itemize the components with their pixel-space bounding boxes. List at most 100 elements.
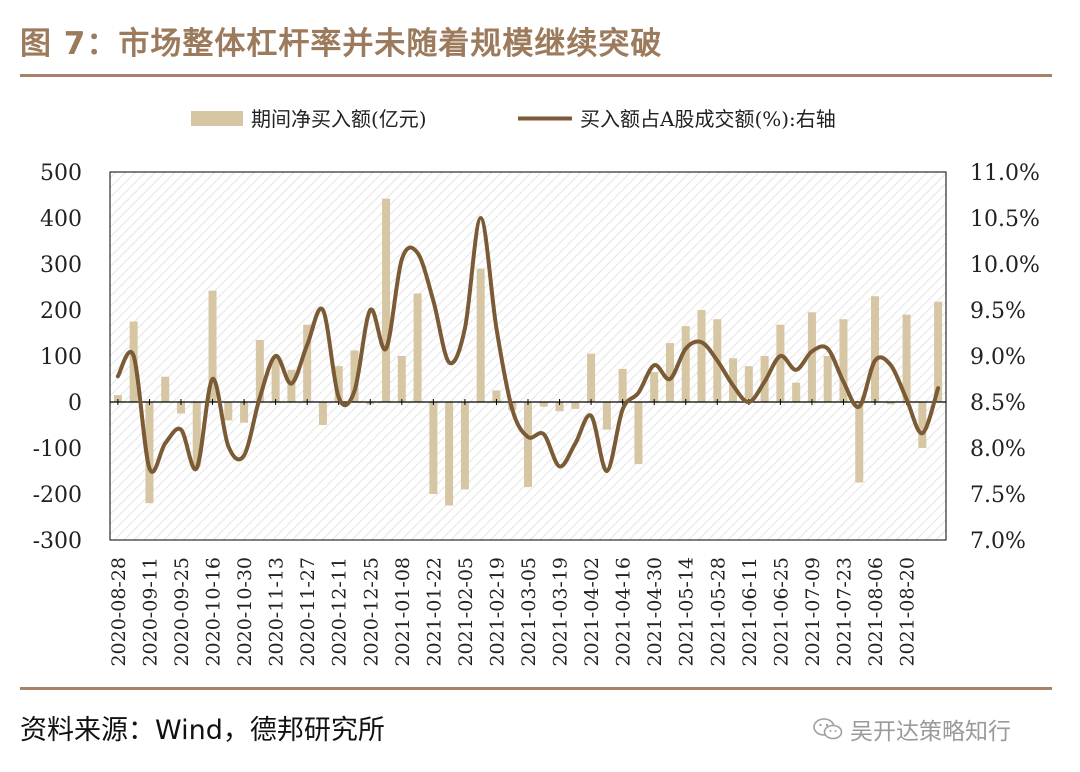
bar bbox=[681, 326, 690, 402]
bar bbox=[145, 402, 154, 504]
x-tick-label: 2021-07-23 bbox=[833, 557, 855, 667]
y-left-tick-label: -300 bbox=[33, 529, 82, 554]
bar bbox=[539, 402, 548, 407]
bar bbox=[397, 356, 406, 402]
bar bbox=[618, 368, 627, 402]
x-tick-label: 2021-01-08 bbox=[392, 557, 414, 667]
bar bbox=[918, 402, 927, 448]
bar bbox=[113, 395, 122, 402]
x-tick-label: 2021-06-11 bbox=[739, 557, 761, 667]
bar bbox=[271, 358, 280, 402]
y-right-tick-label: 9.0% bbox=[970, 345, 1026, 370]
bar bbox=[287, 369, 296, 402]
watermark: 吴开达策略知行 bbox=[812, 712, 1011, 746]
y-right-tick-label: 7.5% bbox=[970, 483, 1026, 508]
y-left-tick-label: 100 bbox=[40, 345, 82, 370]
x-tick-label: 2020-12-25 bbox=[360, 557, 382, 667]
bar bbox=[476, 268, 485, 402]
bar bbox=[208, 290, 217, 402]
y-right-tick-label: 8.0% bbox=[970, 437, 1026, 462]
bar bbox=[697, 310, 706, 402]
bar bbox=[587, 353, 596, 402]
bar bbox=[886, 402, 895, 405]
y-left-tick-label: -100 bbox=[33, 437, 82, 462]
x-tick-label: 2021-07-09 bbox=[802, 557, 824, 667]
bar bbox=[744, 366, 753, 402]
x-tick-label: 2020-12-11 bbox=[329, 557, 351, 667]
bar bbox=[729, 358, 738, 402]
bar bbox=[318, 402, 327, 425]
x-tick-label: 2020-11-13 bbox=[266, 557, 288, 667]
bar bbox=[555, 402, 564, 412]
source-note: 资料来源：Wind，德邦研究所 bbox=[20, 715, 385, 746]
x-tick-label: 2020-09-11 bbox=[139, 557, 161, 667]
bar bbox=[460, 402, 469, 490]
bar bbox=[934, 301, 943, 402]
bar bbox=[665, 343, 674, 402]
x-tick-label: 2021-04-16 bbox=[613, 557, 635, 667]
y-right-tick-label: 7.0% bbox=[970, 529, 1026, 554]
bar bbox=[334, 366, 343, 402]
bar bbox=[634, 402, 643, 465]
x-tick-label: 2021-03-05 bbox=[518, 557, 540, 667]
chart-legend: 期间净买入额(亿元) 买入额占A股成交额(%):右轴 bbox=[191, 107, 836, 131]
bar bbox=[255, 339, 264, 402]
x-tick-label: 2021-02-19 bbox=[486, 557, 508, 667]
x-tick-label: 2020-10-16 bbox=[203, 557, 225, 667]
x-tick-label: 2021-01-22 bbox=[423, 557, 445, 667]
x-tick-marks bbox=[117, 399, 908, 405]
y-left-tick-label: 0 bbox=[68, 391, 82, 416]
bar bbox=[492, 390, 501, 402]
y-axis-right: 11.0% 10.5% 10.0% 9.5% 9.0% 8.5% 8.0% 7.5% 7.0% bbox=[970, 161, 1040, 554]
legend-bar-label: 期间净买入额(亿元) bbox=[251, 107, 427, 131]
bar bbox=[807, 312, 816, 402]
bar bbox=[350, 350, 359, 402]
y-left-tick-label: 200 bbox=[40, 299, 82, 324]
wechat-icon bbox=[813, 718, 843, 740]
x-tick-label: 2021-04-02 bbox=[581, 557, 603, 667]
y-right-tick-label: 11.0% bbox=[970, 161, 1040, 186]
chart: 期间净买入额(亿元) 买入额占A股成交额(%):右轴 500 400 300 200 1… bbox=[33, 107, 1040, 667]
legend-line-label: 买入额占A股成交额(%):右轴 bbox=[580, 107, 836, 131]
bar bbox=[303, 324, 312, 402]
bar bbox=[161, 376, 170, 402]
page-title: 图 7：市场整体杠杆率并未随着规模继续突破 bbox=[20, 26, 663, 62]
bar bbox=[176, 402, 185, 414]
line-series bbox=[115, 216, 941, 474]
bar bbox=[823, 356, 832, 402]
bar bbox=[429, 402, 438, 494]
bar bbox=[650, 372, 659, 402]
bar bbox=[839, 319, 848, 402]
bar bbox=[871, 296, 880, 402]
x-tick-label: 2021-03-19 bbox=[550, 557, 572, 667]
y-axis-left: 500 400 300 200 100 0 -100 -200 -300 bbox=[33, 161, 82, 554]
bar bbox=[445, 402, 454, 506]
x-tick-label: 2021-06-25 bbox=[770, 557, 792, 667]
bar bbox=[524, 402, 532, 488]
y-right-tick-label: 10.0% bbox=[970, 253, 1040, 278]
bar-series bbox=[113, 198, 943, 506]
bar bbox=[602, 402, 611, 430]
footer-divider bbox=[20, 687, 1052, 690]
legend-bar-swatch bbox=[191, 111, 243, 126]
y-right-tick-label: 9.5% bbox=[970, 299, 1026, 324]
x-tick-label: 2021-05-14 bbox=[676, 557, 698, 667]
watermark-label: 吴开达策略知行 bbox=[850, 719, 1011, 745]
x-tick-label: 2020-10-30 bbox=[234, 557, 256, 667]
bar bbox=[382, 198, 391, 402]
x-axis-labels: 2020-08-28 2020-09-11 2020-09-25 2020-10-16… bbox=[108, 557, 919, 667]
x-tick-label: 2021-05-28 bbox=[707, 557, 729, 667]
x-tick-label: 2020-08-28 bbox=[108, 557, 130, 667]
x-tick-label: 2021-02-05 bbox=[455, 557, 477, 667]
bar bbox=[776, 324, 785, 402]
bar bbox=[224, 402, 233, 421]
y-left-tick-label: 400 bbox=[40, 207, 82, 232]
bar bbox=[240, 402, 249, 423]
y-left-tick-label: -200 bbox=[33, 483, 82, 508]
bar bbox=[413, 293, 422, 402]
x-tick-label: 2021-08-06 bbox=[865, 557, 887, 667]
x-tick-label: 2020-09-25 bbox=[171, 557, 193, 667]
bar bbox=[571, 402, 580, 409]
bar bbox=[192, 402, 201, 467]
y-left-tick-label: 500 bbox=[40, 161, 82, 186]
